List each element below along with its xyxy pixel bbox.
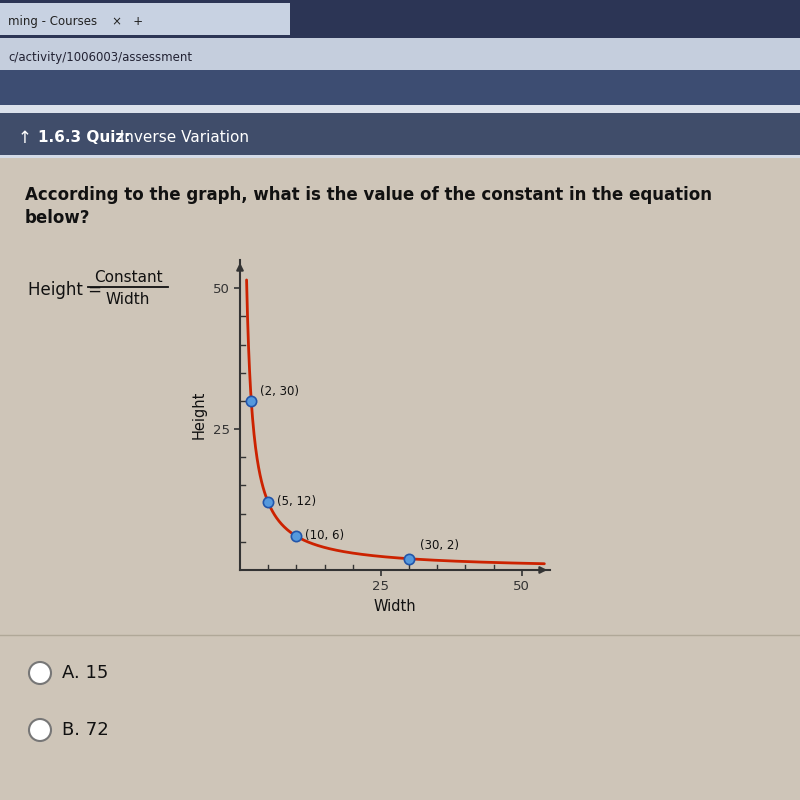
Text: 1.6.3 Quiz:: 1.6.3 Quiz: bbox=[38, 130, 130, 146]
Text: According to the graph, what is the value of the constant in the equation: According to the graph, what is the valu… bbox=[25, 186, 712, 204]
Bar bbox=[0, 38, 800, 70]
Point bbox=[402, 552, 415, 565]
Bar bbox=[0, 0, 800, 38]
Point bbox=[245, 394, 258, 407]
Point bbox=[262, 496, 274, 509]
Text: A. 15: A. 15 bbox=[62, 664, 108, 682]
Circle shape bbox=[29, 719, 51, 741]
Point bbox=[290, 530, 302, 542]
Text: Inverse Variation: Inverse Variation bbox=[110, 130, 249, 146]
Bar bbox=[0, 155, 800, 158]
X-axis label: Width: Width bbox=[374, 599, 416, 614]
Text: ↑: ↑ bbox=[18, 129, 32, 147]
Text: Width: Width bbox=[106, 291, 150, 306]
Text: (2, 30): (2, 30) bbox=[260, 386, 298, 398]
Circle shape bbox=[29, 662, 51, 684]
Text: (10, 6): (10, 6) bbox=[305, 529, 344, 542]
Text: c/activity/1006003/assessment: c/activity/1006003/assessment bbox=[8, 50, 192, 63]
Bar bbox=[0, 158, 800, 800]
Bar bbox=[0, 3, 290, 35]
Text: below?: below? bbox=[25, 209, 90, 227]
Y-axis label: Height: Height bbox=[192, 391, 207, 439]
Bar bbox=[0, 105, 800, 113]
Text: ming - Courses    ×   +: ming - Courses × + bbox=[8, 15, 143, 29]
Text: B. 72: B. 72 bbox=[62, 721, 109, 739]
Bar bbox=[0, 113, 800, 155]
Text: (30, 2): (30, 2) bbox=[420, 538, 459, 551]
Text: (5, 12): (5, 12) bbox=[277, 495, 316, 508]
Bar bbox=[0, 70, 800, 105]
Text: Height =: Height = bbox=[28, 281, 107, 299]
Text: Constant: Constant bbox=[94, 270, 162, 286]
